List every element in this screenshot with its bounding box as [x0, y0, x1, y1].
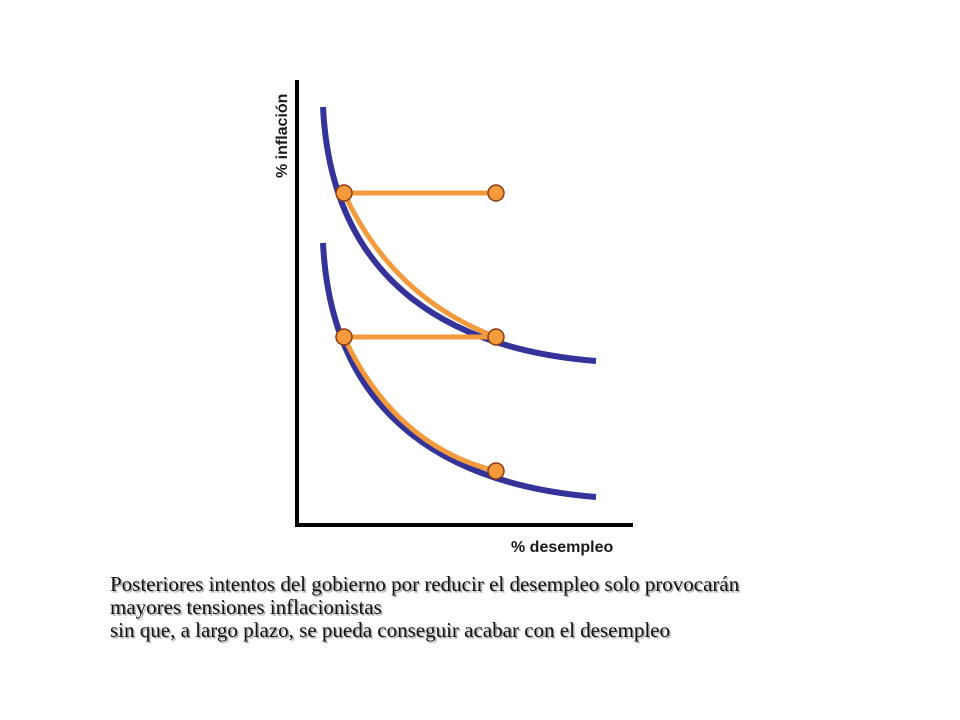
point-upper-left [335, 184, 353, 202]
y-axis-label: % inflación [274, 94, 291, 178]
caption-line-3: sin que, a largo plazo, se pueda consegu… [110, 618, 670, 642]
point-lower-right [487, 462, 505, 480]
upper-phillips-curve [320, 106, 597, 364]
lower-phillips-curve [320, 242, 597, 500]
upper-curve-move [341, 191, 497, 340]
point-middle-right [487, 328, 505, 346]
explanation-caption: Posteriores intentos del gobierno por re… [110, 573, 930, 642]
caption-line-2: mayores tensiones inflacionistas [110, 595, 382, 619]
point-upper-right [487, 184, 505, 202]
lower-curve-move [341, 335, 497, 474]
caption-line-1: Posteriores intentos del gobierno por re… [110, 572, 740, 596]
point-middle-left [335, 328, 353, 346]
x-axis-label: % desempleo [511, 539, 613, 556]
